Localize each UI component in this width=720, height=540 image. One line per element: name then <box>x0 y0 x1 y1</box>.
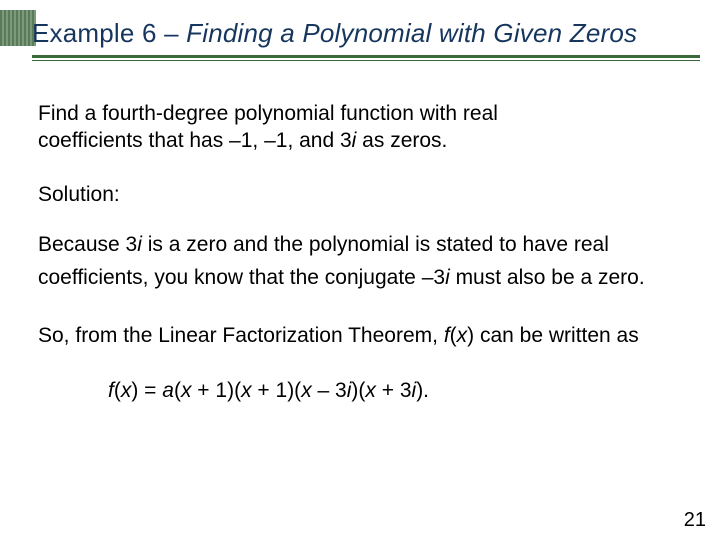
problem-line1: Find a fourth-degree polynomial function… <box>38 102 498 125</box>
title-prefix: Example 6 – <box>32 18 186 48</box>
corner-badge <box>0 10 36 46</box>
fm-x1: x <box>121 379 132 402</box>
fm-p4: + 1)( <box>191 379 241 402</box>
problem-line2b: as zeros. <box>356 129 447 152</box>
fm-x2: x <box>181 379 192 402</box>
sol2-c: ) can be written as <box>467 324 639 347</box>
title-italic: Finding a Polynomial with Given Zeros <box>186 18 637 48</box>
sol2-x: x <box>457 324 468 347</box>
problem-line2a: coefficients that has –1, –1, and 3 <box>38 129 352 152</box>
sol2-b: ( <box>450 324 457 347</box>
fm-x3: x <box>241 379 252 402</box>
slide-title: Example 6 – Finding a Polynomial with Gi… <box>32 18 700 49</box>
content-area: Find a fourth-degree polynomial function… <box>38 100 682 404</box>
fm-x5: x <box>365 379 376 402</box>
fm-p1: ( <box>114 379 121 402</box>
sol2-a: So, from the Linear Factorization Theore… <box>38 324 444 347</box>
fm-p3: ( <box>174 379 181 402</box>
title-underline-thick <box>32 55 700 58</box>
sol1-a: Because 3 <box>38 233 137 256</box>
fm-p7: )( <box>351 379 365 402</box>
fm-p8: + 3 <box>376 379 412 402</box>
solution-label: Solution: <box>38 181 682 208</box>
formula: f(x) = a(x + 1)(x + 1)(x – 3i)(x + 3i). <box>108 377 682 404</box>
fm-p6: – 3 <box>312 379 347 402</box>
fm-a: a <box>162 379 174 402</box>
solution-para1: Because 3i is a zero and the polynomial … <box>38 228 682 295</box>
fm-p9: ). <box>416 379 429 402</box>
sol1-c: must also be a zero. <box>450 266 645 289</box>
fm-p5: + 1)( <box>252 379 302 402</box>
fm-x4: x <box>301 379 312 402</box>
solution-para2: So, from the Linear Factorization Theore… <box>38 319 682 353</box>
title-underline-thin <box>32 60 700 61</box>
problem-statement: Find a fourth-degree polynomial function… <box>38 100 682 155</box>
page-number: 21 <box>684 509 706 532</box>
slide-title-block: Example 6 – Finding a Polynomial with Gi… <box>32 18 700 61</box>
fm-p2: ) = <box>131 379 162 402</box>
